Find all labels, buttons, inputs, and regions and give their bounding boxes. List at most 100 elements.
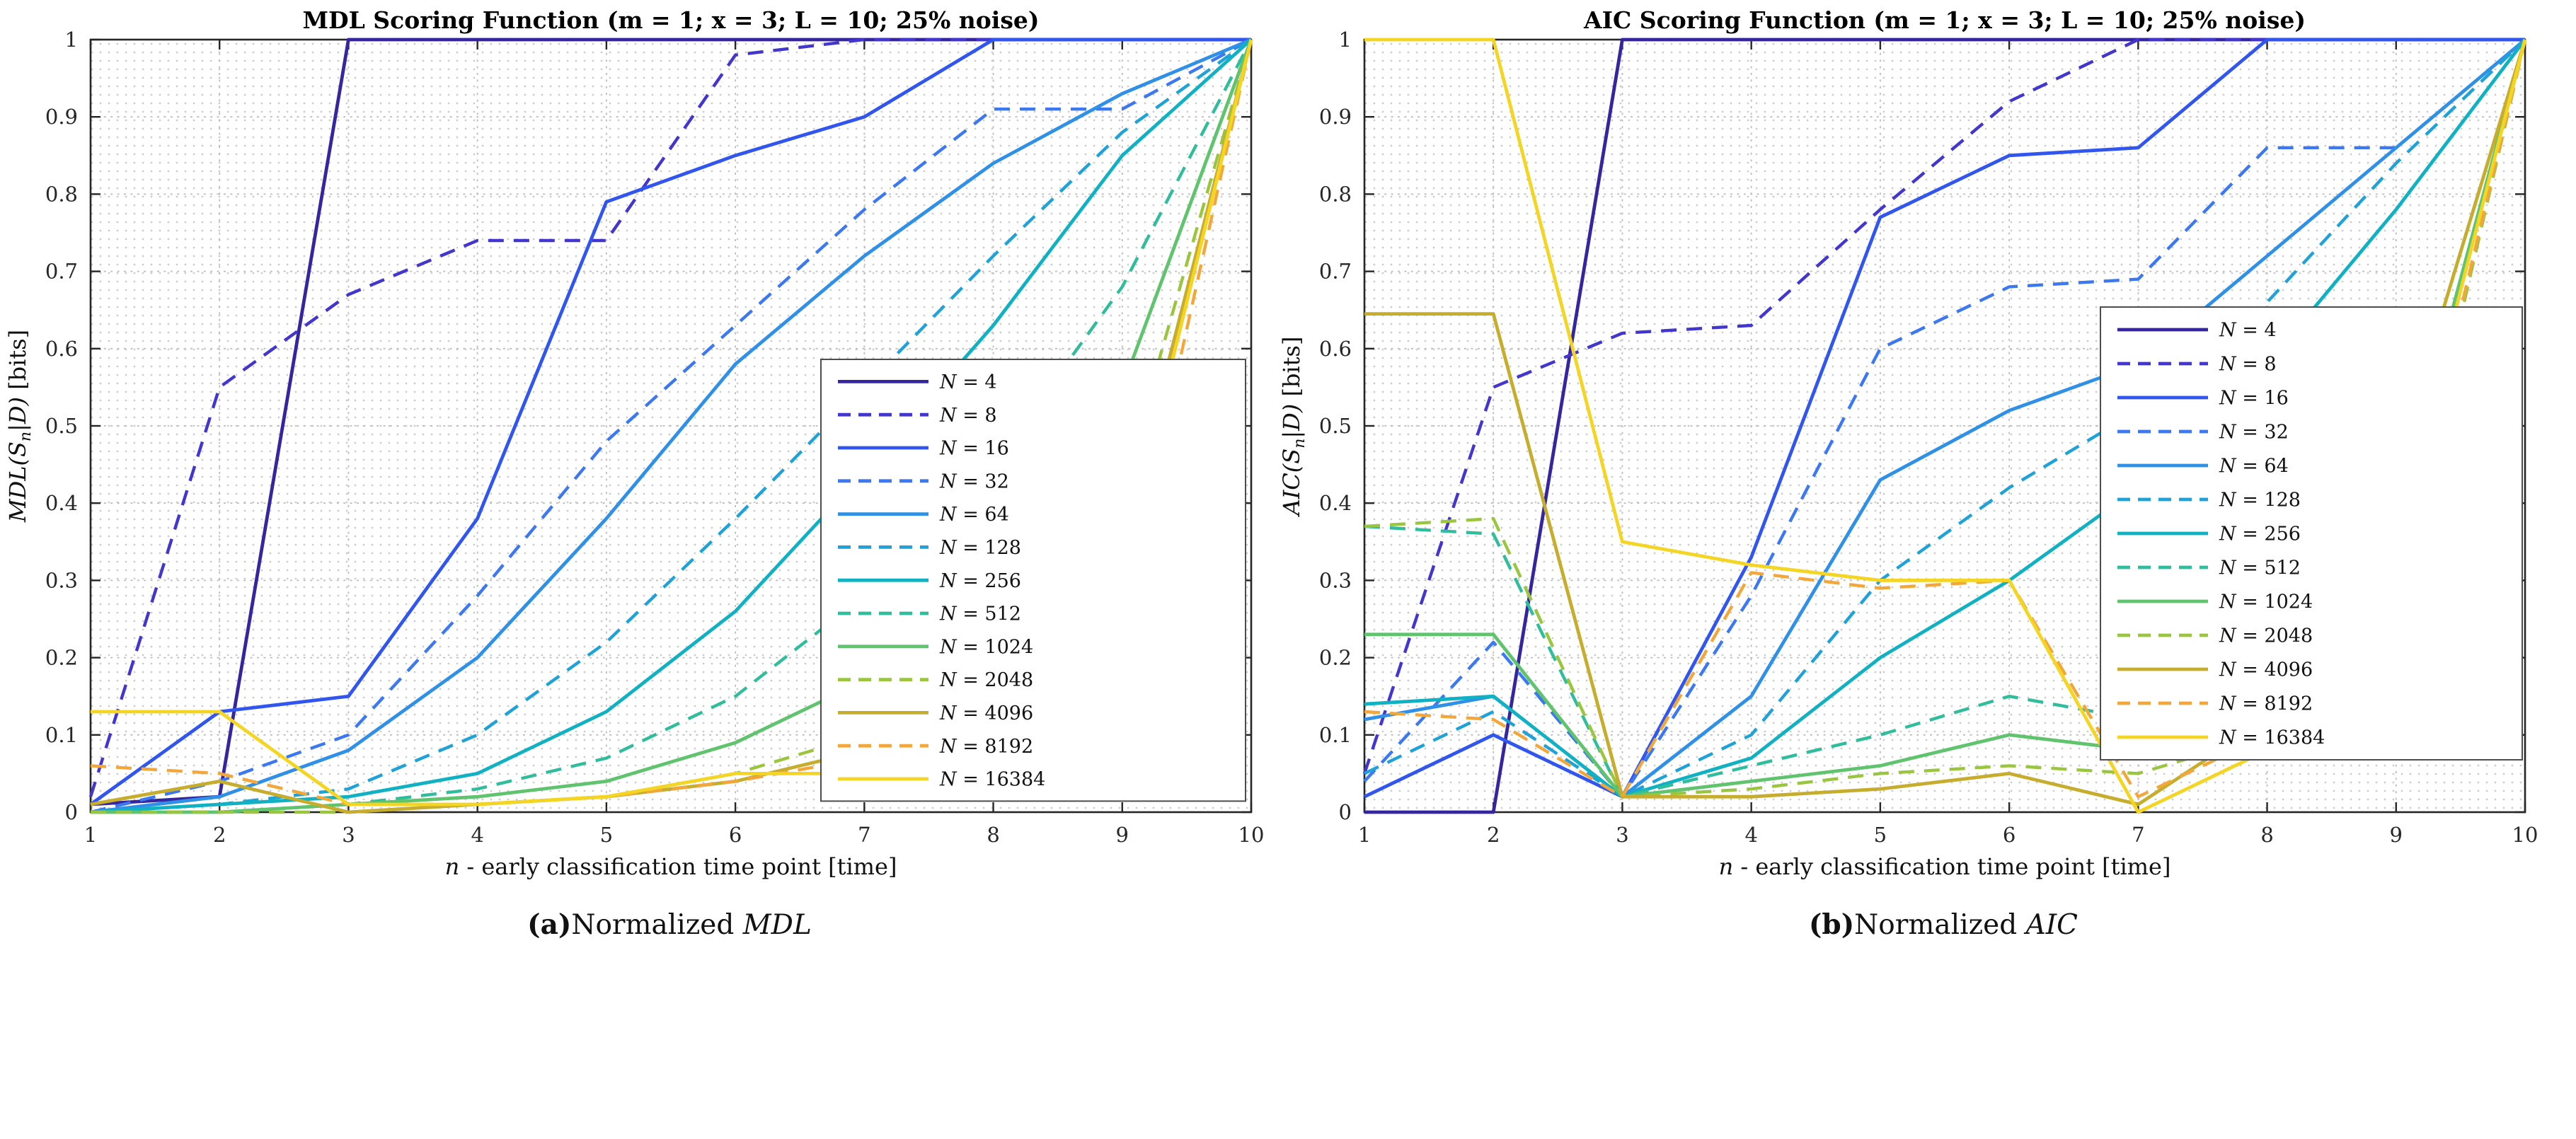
legend-label: N = 64 <box>2219 456 2289 478</box>
svg-text:0.9: 0.9 <box>45 105 78 129</box>
series-line <box>90 38 1253 814</box>
legend-label: N = 4 <box>939 371 997 393</box>
svg-text:0: 0 <box>65 800 78 824</box>
caption-b-math: AIC <box>2025 908 2078 941</box>
legend-label: N = 16 <box>939 438 1009 460</box>
caption-b-text: Normalized <box>1854 908 2026 941</box>
svg-text:9: 9 <box>1116 823 1129 847</box>
svg-text:8: 8 <box>987 823 999 847</box>
legend-label: N = 512 <box>2219 557 2301 579</box>
series-line <box>90 38 1253 814</box>
svg-text:0.5: 0.5 <box>1319 414 1352 438</box>
tick-labels: 1 2 3 4 5 6 7 8 9 10 0 0.1 0.2 0.3 0.4 0.5 0.6 0.7 0.8 0.9 1 <box>1319 28 2538 847</box>
svg-text:8: 8 <box>2260 823 2273 847</box>
svg-text:0.3: 0.3 <box>1319 568 1352 592</box>
caption-b: (b)Normalized AIC <box>1362 908 2525 941</box>
series-line <box>91 39 1253 814</box>
svg-text:3: 3 <box>1616 823 1628 847</box>
y-axis-label: AIC(Sn|D) [bits] <box>1278 337 1309 518</box>
svg-text:1: 1 <box>84 823 97 847</box>
svg-text:0.2: 0.2 <box>1319 646 1352 670</box>
legend-label: N = 128 <box>939 537 1021 559</box>
svg-text:0.1: 0.1 <box>45 723 78 747</box>
legend-label: N = 4 <box>2219 320 2277 342</box>
series-line <box>90 38 1253 814</box>
series-line <box>89 37 1251 806</box>
svg-text:7: 7 <box>858 823 870 847</box>
legend-label: N = 4096 <box>2219 659 2313 681</box>
series-line <box>1364 38 2526 799</box>
caption-a-label: (a) <box>527 908 572 941</box>
svg-text:10: 10 <box>1238 823 1265 847</box>
svg-text:0.6: 0.6 <box>45 337 78 361</box>
legend-label: N = 4096 <box>939 703 1033 724</box>
svg-text:10: 10 <box>2512 823 2538 847</box>
chart-title: MDL Scoring Function (m = 1; x = 3; L = … <box>302 6 1039 34</box>
legend-label: N = 8 <box>939 405 997 427</box>
mdl-chart: 1 2 3 4 5 6 7 8 9 1000.10.20.30.40.50.60.70.80.91… <box>4 6 1265 880</box>
x-axis-label: n - early classification time point [tim… <box>1719 853 2171 880</box>
legend-label: N = 16384 <box>939 769 1045 791</box>
svg-text:2: 2 <box>213 823 226 847</box>
svg-text:0.2: 0.2 <box>45 646 78 670</box>
svg-text:0.8: 0.8 <box>45 182 78 206</box>
svg-text:4: 4 <box>1744 823 1757 847</box>
legend-label: N = 256 <box>939 570 1021 592</box>
svg-text:0.8: 0.8 <box>1319 182 1352 206</box>
svg-text:6: 6 <box>729 823 742 847</box>
legend-label: N = 8 <box>2219 354 2277 376</box>
tick-labels: 1 2 3 4 5 6 7 8 9 10 0 0.1 0.2 0.3 0.4 0.5 0.6 0.7 0.8 0.9 1 <box>45 28 1265 847</box>
svg-text:0.9: 0.9 <box>1319 105 1352 129</box>
svg-text:0.3: 0.3 <box>45 568 78 592</box>
legend-label: N = 1024 <box>2219 591 2313 613</box>
legend: N = 4 N = 8 N = 16 N = 32 N = 64 N = 128 N = 2… <box>820 359 1246 802</box>
caption-a-text: Normalized <box>571 908 743 941</box>
svg-text:7: 7 <box>2132 823 2144 847</box>
legend-label: N = 1024 <box>939 636 1033 658</box>
svg-text:0.5: 0.5 <box>45 414 78 438</box>
caption-b-label: (b) <box>1808 908 1855 941</box>
series-line <box>1364 38 2526 799</box>
legend-label: N = 2048 <box>2219 625 2313 647</box>
legend-label: N = 32 <box>2219 422 2289 444</box>
caption-a: (a)Normalized MDL <box>88 908 1251 941</box>
svg-text:1: 1 <box>65 28 78 52</box>
svg-text:0.4: 0.4 <box>1319 491 1352 515</box>
caption-a-math: MDL <box>742 908 812 941</box>
svg-text:0.4: 0.4 <box>45 491 78 515</box>
svg-text:2: 2 <box>1487 823 1500 847</box>
legend-label: N = 512 <box>939 603 1021 625</box>
svg-text:3: 3 <box>342 823 355 847</box>
svg-text:9: 9 <box>2390 823 2403 847</box>
legend-label: N = 32 <box>939 470 1009 492</box>
chart-title: AIC Scoring Function (m = 1; x = 3; L = … <box>1583 6 2306 34</box>
svg-text:0.7: 0.7 <box>45 260 78 284</box>
legend: N = 4 N = 8 N = 16 N = 32 N = 64 N = 128 N = 2… <box>2100 306 2523 761</box>
legend-label: N = 16 <box>2219 388 2289 410</box>
legend-label: N = 256 <box>2219 524 2301 545</box>
aic-chart: 1 2 3 4 5 6 7 8 9 1000.10.20.30.40.50.60.70.80.91… <box>1278 6 2538 880</box>
legend-label: N = 64 <box>939 504 1009 526</box>
series-line <box>1364 39 2527 799</box>
series-line <box>1363 38 2526 799</box>
x-axis-label: n - early classification time point [tim… <box>445 853 897 880</box>
svg-text:1: 1 <box>1339 28 1352 52</box>
series-line <box>90 37 1252 814</box>
svg-text:0: 0 <box>1339 800 1352 824</box>
svg-text:4: 4 <box>471 823 483 847</box>
svg-text:1: 1 <box>1358 823 1371 847</box>
y-axis-label: MDL(Sn|D) [bits] <box>4 330 35 523</box>
legend-label: N = 8192 <box>939 736 1033 758</box>
svg-text:6: 6 <box>2003 823 2016 847</box>
svg-text:5: 5 <box>600 823 613 847</box>
legend-label: N = 128 <box>2219 490 2301 511</box>
svg-text:0.1: 0.1 <box>1319 723 1352 747</box>
legend-label: N = 2048 <box>939 669 1033 691</box>
svg-text:0.7: 0.7 <box>1319 260 1352 284</box>
legend-label: N = 16384 <box>2219 727 2325 749</box>
svg-text:5: 5 <box>1874 823 1887 847</box>
legend-label: N = 8192 <box>2219 693 2313 715</box>
series-line <box>1363 37 2525 799</box>
svg-text:0.6: 0.6 <box>1319 337 1352 361</box>
